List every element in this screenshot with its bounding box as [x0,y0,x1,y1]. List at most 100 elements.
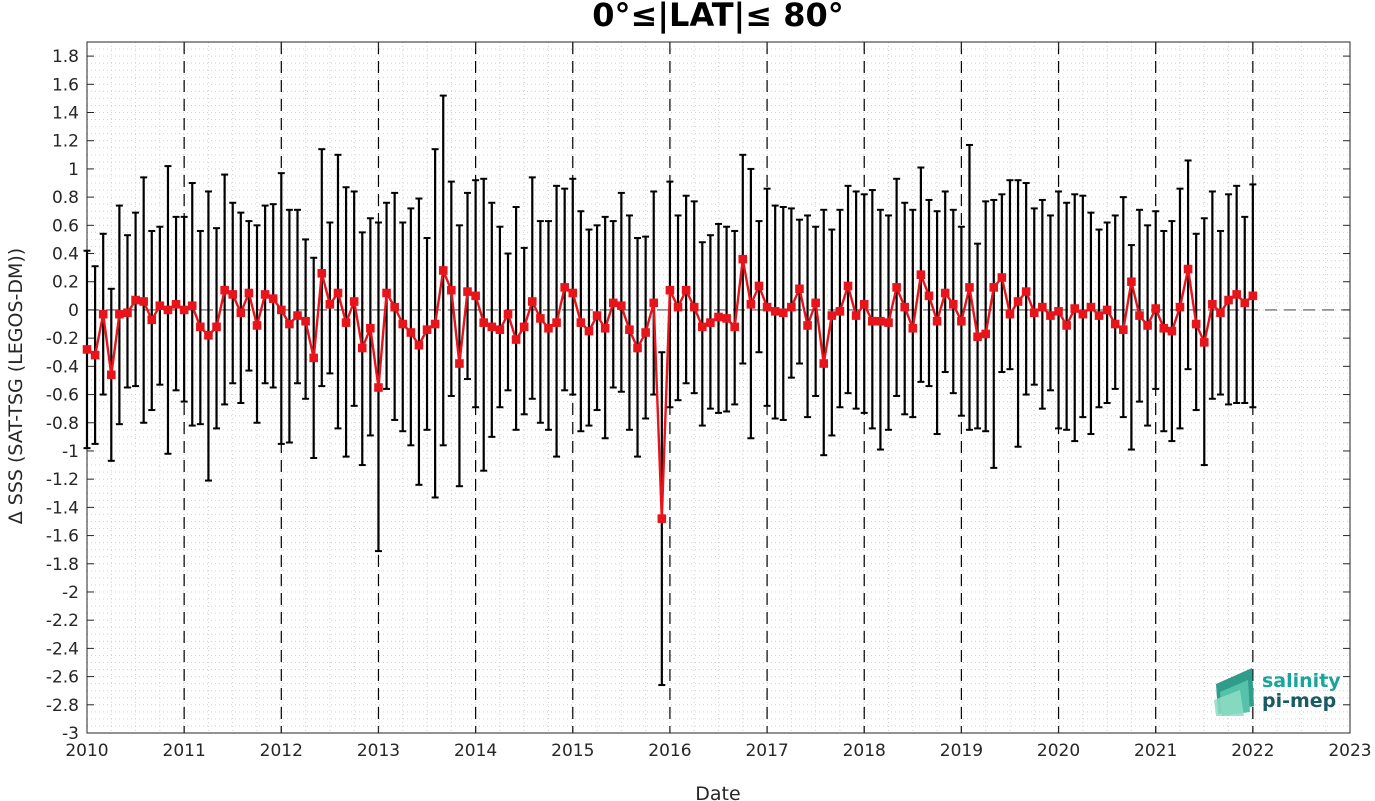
logo-line2: pi-mep [1262,690,1336,712]
data-point [600,323,610,333]
data-point [536,314,545,323]
data-point [981,329,990,339]
x-tick-label: 2014 [454,741,497,761]
data-point [430,319,440,329]
data-point [568,288,578,298]
salinity-pi-mep-logo: salinity pi-mep [1214,668,1341,716]
data-point [1119,325,1128,334]
y-tick-label: 1.2 [52,132,79,152]
y-tick-label: 0.6 [52,216,79,236]
y-tick-label: -2.2 [46,611,79,631]
data-point [268,294,278,303]
data-point [309,353,318,363]
data-point [641,328,650,337]
data-point [220,285,229,295]
data-point [576,318,586,327]
data-point [1199,338,1209,347]
data-point [471,291,480,301]
data-point [1029,308,1039,318]
data-point [730,322,739,332]
data-point [868,316,877,326]
data-point [349,297,359,306]
data-point [908,323,918,333]
data-point [139,297,148,306]
data-point [414,340,424,350]
data-point [171,299,181,309]
data-point [1110,319,1120,329]
data-point [552,318,561,327]
data-point [738,254,748,264]
x-tick-label: 2016 [648,741,691,761]
data-point [325,299,335,309]
data-point [277,305,286,315]
y-tick-label: -1 [62,442,79,462]
data-point [1094,311,1104,320]
data-point [196,322,205,332]
y-tick-label: 0.8 [52,188,79,208]
data-point [957,316,966,326]
data-point [698,322,707,332]
x-tick-label: 2019 [940,741,983,761]
data-point [317,268,327,278]
data-point [689,302,699,312]
x-tick-label: 2013 [357,741,400,761]
data-point [301,316,310,326]
data-point [179,305,189,315]
data-point [916,270,926,279]
data-point [1183,264,1193,274]
data-point [560,283,569,292]
data-point [657,514,667,523]
data-point [390,302,399,312]
data-point [187,301,197,311]
data-point [973,332,982,342]
chart-title: 0°≤|LAT|≤ 80° [592,0,843,35]
data-point [681,285,691,295]
data-point [803,321,812,330]
y-tick-label: -2.6 [46,668,79,688]
y-tick-label: -0.8 [46,414,79,434]
data-point [900,302,910,312]
logo-line1: salinity [1262,670,1341,692]
data-point [98,309,108,319]
data-point [1005,309,1015,319]
data-point [357,343,367,353]
data-point [366,323,375,333]
data-point [228,290,238,299]
data-point [463,287,472,296]
data-point [746,299,756,309]
data-point [649,298,659,308]
data-point [778,308,788,318]
data-point [1208,299,1217,309]
y-tick-label: -0.4 [46,357,79,377]
data-point [876,316,885,326]
y-tick-label: 1.6 [52,75,79,95]
data-point [1191,319,1201,329]
y-tick-label: -2.8 [46,696,79,716]
y-tick-label: 0.4 [52,245,79,265]
data-point [843,281,853,291]
x-tick-label: 2021 [1134,741,1177,761]
y-tick-label: -3 [62,724,79,744]
y-tick-label: -1.8 [46,555,79,575]
data-point [1062,321,1071,330]
data-point [673,302,683,312]
y-tick-label: 1.4 [52,104,79,124]
y-tick-label: -1.6 [46,527,79,547]
data-point [115,309,124,319]
y-tick-label: 0 [68,301,79,321]
data-point [940,288,950,298]
data-point [503,309,513,319]
data-point [244,288,254,298]
y-tick-label: -1.2 [46,470,79,490]
data-point [1224,295,1233,305]
data-point [147,315,157,325]
x-tick-label: 2012 [260,741,303,761]
data-point [762,302,772,312]
data-point [835,307,845,316]
data-point [770,307,780,316]
data-point [827,311,837,320]
data-point [859,299,869,309]
data-point [1135,311,1144,320]
data-point [487,322,497,332]
